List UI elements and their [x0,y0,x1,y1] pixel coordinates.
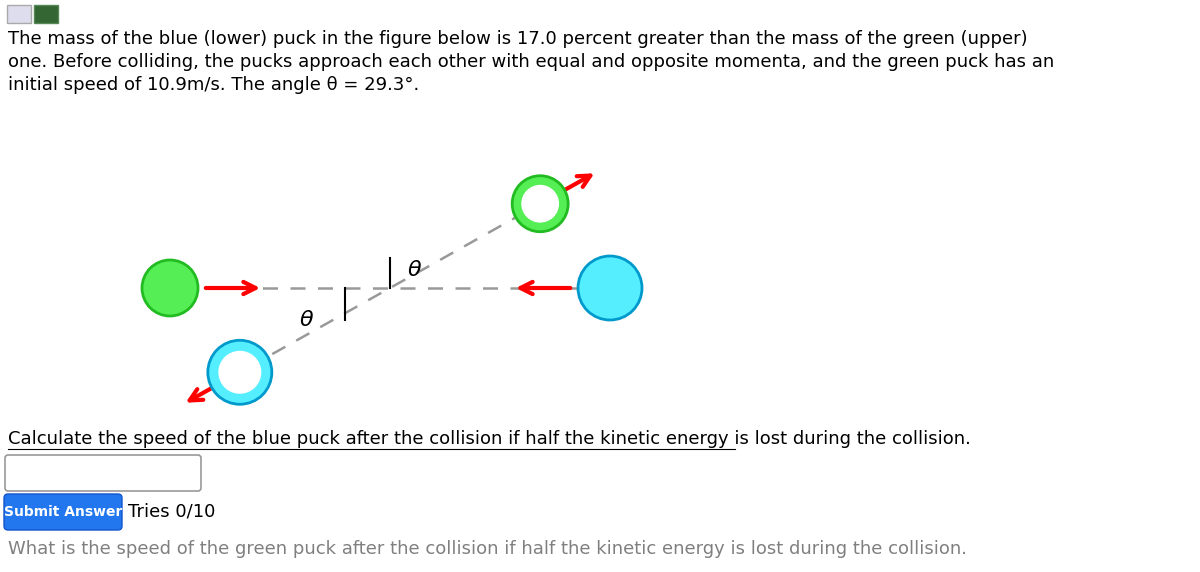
Circle shape [512,176,568,232]
Text: Y: Y [10,8,17,18]
FancyBboxPatch shape [34,5,58,23]
Text: one. Before colliding, the pucks approach each other with equal and opposite mom: one. Before colliding, the pucks approac… [8,53,1055,71]
Circle shape [208,340,272,404]
Circle shape [578,256,642,320]
Text: Submit Answer: Submit Answer [4,505,122,519]
Text: The mass of the blue (lower) puck in the figure below is 17.0 percent greater th: The mass of the blue (lower) puck in the… [8,30,1027,48]
Circle shape [220,351,260,393]
Text: initial speed of 10.9m/s. The angle θ = 29.3°.: initial speed of 10.9m/s. The angle θ = … [8,76,419,94]
Text: Tries 0/10: Tries 0/10 [128,503,215,521]
Text: θ: θ [408,260,421,280]
FancyBboxPatch shape [4,494,122,530]
FancyBboxPatch shape [5,455,202,491]
Text: Calculate the speed of the blue puck after the collision if half the kinetic ene: Calculate the speed of the blue puck aft… [8,430,971,448]
Circle shape [142,260,198,316]
Text: What is the speed of the green puck after the collision if half the kinetic ener: What is the speed of the green puck afte… [8,540,967,558]
FancyBboxPatch shape [7,5,31,23]
Text: θ: θ [300,310,313,330]
Circle shape [522,185,558,222]
